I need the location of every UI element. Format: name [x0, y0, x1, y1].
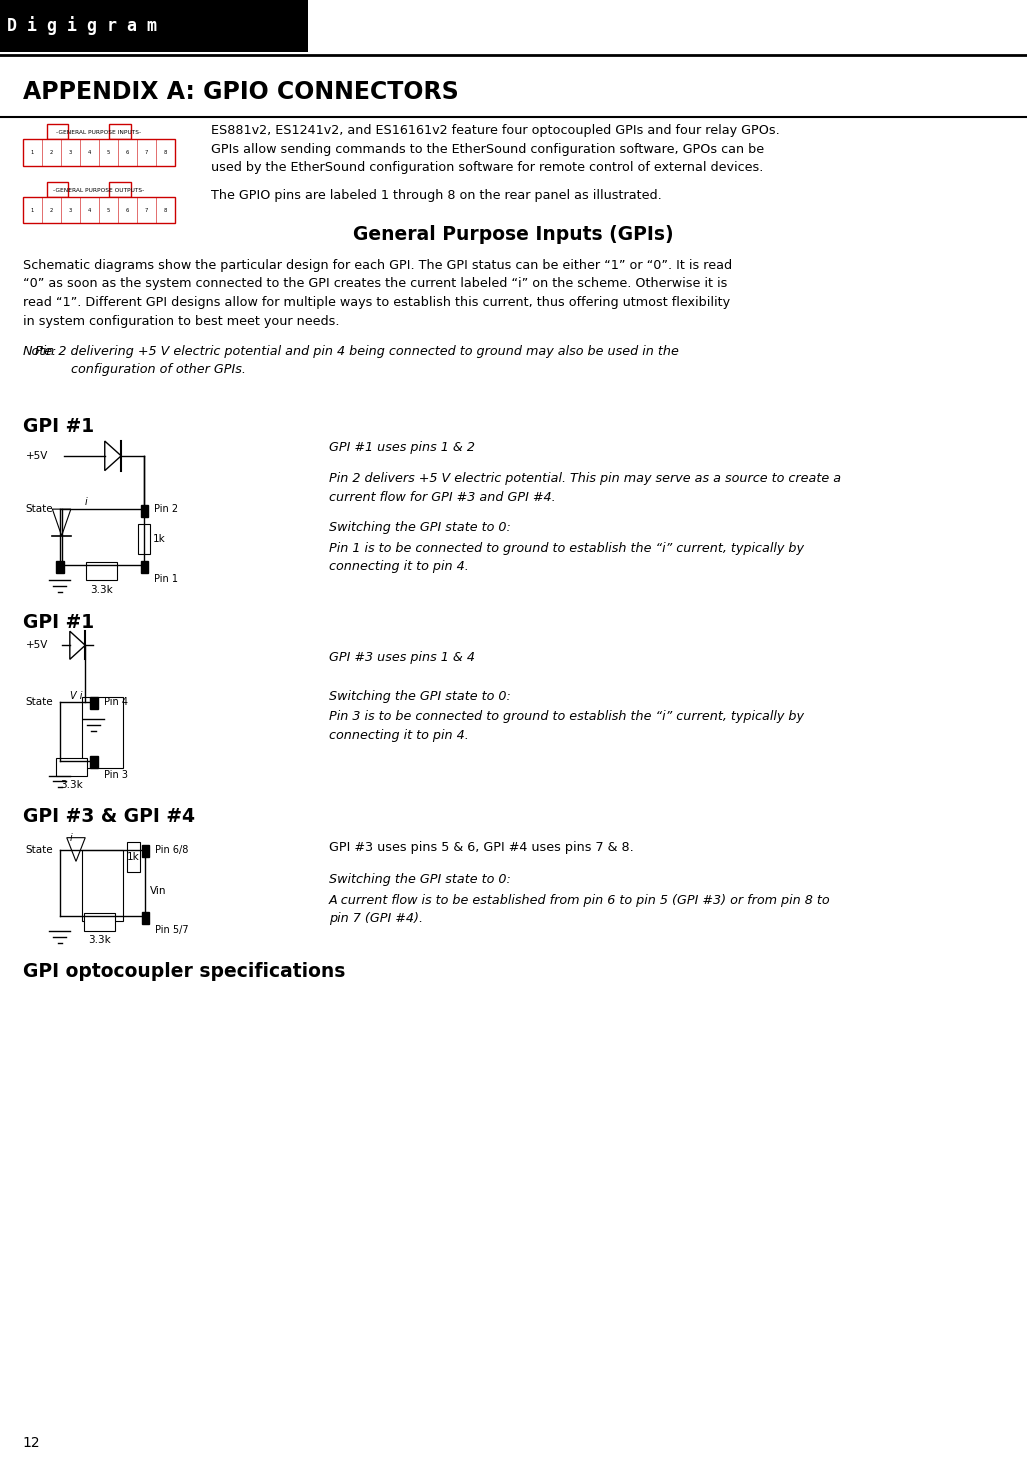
Text: -GENERAL PURPOSE INPUTS-: -GENERAL PURPOSE INPUTS- — [56, 130, 141, 136]
Bar — [82, 697, 123, 768]
Text: i: i — [70, 833, 73, 842]
Text: D i g i g r a m: D i g i g r a m — [7, 16, 157, 36]
Text: +5V: +5V — [26, 641, 48, 650]
Text: State: State — [26, 845, 53, 854]
Bar — [141, 561, 148, 573]
Text: 3: 3 — [69, 207, 72, 213]
Bar — [23, 139, 175, 166]
Text: 1: 1 — [31, 207, 34, 213]
Bar — [90, 756, 98, 768]
Text: State: State — [26, 697, 53, 706]
Text: Pin 3 is to be connected to ground to establish the “i” current, typically by
co: Pin 3 is to be connected to ground to es… — [329, 710, 804, 741]
Text: 7: 7 — [145, 207, 148, 213]
Text: Vin: Vin — [150, 887, 166, 895]
Text: 3.3k: 3.3k — [87, 935, 111, 946]
Bar — [90, 697, 98, 709]
Bar — [55, 758, 86, 776]
Text: Schematic diagrams show the particular design for each GPI. The GPI status can b: Schematic diagrams show the particular d… — [23, 259, 731, 327]
Text: 8: 8 — [163, 207, 166, 213]
Text: -GENERAL PURPOSE OUTPUTS-: -GENERAL PURPOSE OUTPUTS- — [53, 188, 144, 194]
Text: APPENDIX A: GPIO CONNECTORS: APPENDIX A: GPIO CONNECTORS — [23, 80, 458, 104]
Text: 2: 2 — [49, 149, 52, 155]
Text: Switching the GPI state to 0:: Switching the GPI state to 0: — [329, 521, 510, 534]
Text: 5: 5 — [107, 149, 110, 155]
Text: 1k: 1k — [153, 534, 165, 543]
Text: Switching the GPI state to 0:: Switching the GPI state to 0: — [329, 690, 510, 703]
Text: GPI #3 uses pins 1 & 4: GPI #3 uses pins 1 & 4 — [329, 651, 474, 665]
Text: ES881v2, ES1241v2, and ES16161v2 feature four optocoupled GPIs and four relay GP: ES881v2, ES1241v2, and ES16161v2 feature… — [211, 124, 779, 175]
Text: 4: 4 — [87, 207, 90, 213]
Bar — [47, 182, 68, 197]
Text: Pin 1: Pin 1 — [154, 574, 178, 585]
Text: 12: 12 — [23, 1437, 40, 1450]
Text: Pin 3: Pin 3 — [104, 770, 127, 780]
Text: Pin 1 is to be connected to ground to establish the “i” current, typically by
co: Pin 1 is to be connected to ground to es… — [329, 542, 804, 573]
Text: i: i — [84, 497, 87, 506]
Text: 6: 6 — [125, 207, 128, 213]
Bar — [127, 842, 140, 872]
Bar — [138, 524, 150, 554]
Bar — [109, 182, 130, 197]
Text: General Purpose Inputs (GPIs): General Purpose Inputs (GPIs) — [353, 225, 674, 244]
Text: GPI #1 uses pins 1 & 2: GPI #1 uses pins 1 & 2 — [329, 441, 474, 454]
Text: A current flow is to be established from pin 6 to pin 5 (GPI #3) or from pin 8 t: A current flow is to be established from… — [329, 894, 830, 925]
Bar — [23, 197, 175, 223]
Bar — [84, 913, 115, 931]
Text: 4: 4 — [87, 149, 90, 155]
Bar — [86, 562, 117, 580]
Bar — [82, 850, 123, 921]
Text: GPI #3 & GPI #4: GPI #3 & GPI #4 — [23, 807, 194, 826]
Text: Pin 2 delivering +5 V electric potential and pin 4 being connected to ground may: Pin 2 delivering +5 V electric potential… — [23, 345, 679, 376]
Bar — [141, 505, 148, 517]
Text: GPI #1: GPI #1 — [23, 417, 93, 437]
Text: GPI optocoupler specifications: GPI optocoupler specifications — [23, 962, 345, 981]
Bar — [109, 124, 130, 139]
Text: 1: 1 — [31, 149, 34, 155]
Text: State: State — [26, 505, 53, 514]
Bar — [0, 0, 308, 52]
Text: 6: 6 — [125, 149, 128, 155]
Text: The GPIO pins are labeled 1 through 8 on the rear panel as illustrated.: The GPIO pins are labeled 1 through 8 on… — [211, 189, 661, 203]
Text: 5: 5 — [107, 207, 110, 213]
Text: 2: 2 — [49, 207, 52, 213]
Text: GPI #3 uses pins 5 & 6, GPI #4 uses pins 7 & 8.: GPI #3 uses pins 5 & 6, GPI #4 uses pins… — [329, 841, 634, 854]
Text: 8: 8 — [163, 149, 166, 155]
Bar — [47, 124, 68, 139]
Text: 7: 7 — [145, 149, 148, 155]
Text: Pin 4: Pin 4 — [104, 697, 127, 706]
Text: 3.3k: 3.3k — [60, 780, 83, 790]
Text: Note:: Note: — [23, 345, 56, 358]
Text: 3.3k: 3.3k — [90, 585, 113, 595]
Text: Pin 5/7: Pin 5/7 — [155, 925, 189, 935]
Text: 3: 3 — [69, 149, 72, 155]
Text: Pin 2: Pin 2 — [154, 505, 178, 514]
Text: Pin 6/8: Pin 6/8 — [155, 845, 188, 854]
Bar — [142, 912, 149, 924]
Text: Switching the GPI state to 0:: Switching the GPI state to 0: — [329, 873, 510, 887]
Text: GPI #1: GPI #1 — [23, 613, 93, 632]
Text: V i: V i — [70, 691, 82, 700]
Bar — [142, 845, 149, 857]
Text: 1k: 1k — [127, 852, 140, 861]
Text: Pin 2 delivers +5 V electric potential. This pin may serve as a source to create: Pin 2 delivers +5 V electric potential. … — [329, 472, 841, 503]
Text: +5V: +5V — [26, 451, 48, 460]
Bar — [56, 561, 64, 573]
